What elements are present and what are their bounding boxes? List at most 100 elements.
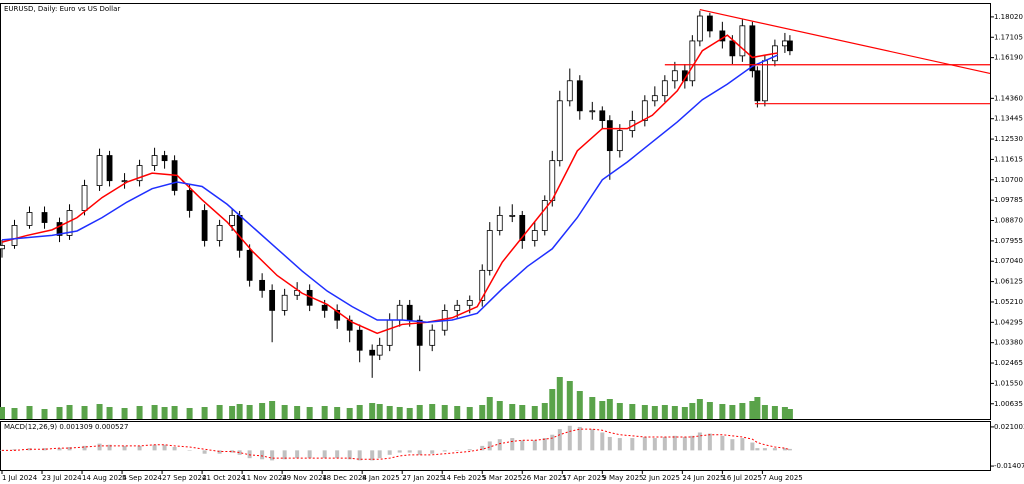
macd-bar xyxy=(542,438,547,451)
y-tick-label: 1.07955 xyxy=(994,237,1023,245)
volume-bar xyxy=(386,406,393,419)
moving-average xyxy=(1,34,778,335)
macd-bar xyxy=(617,438,622,451)
candle-body xyxy=(749,25,756,72)
x-tick-label: 26 Mar 2025 xyxy=(522,474,566,482)
macd-bar xyxy=(520,440,525,451)
drawn-line xyxy=(699,8,991,75)
y-tick-label: 1.02465 xyxy=(994,359,1023,367)
y-tick-label: 1.17105 xyxy=(994,33,1023,41)
volume-bar xyxy=(606,399,613,419)
volume-bar xyxy=(306,407,313,419)
volume-bar xyxy=(786,409,793,419)
volume-bar xyxy=(466,407,473,419)
volume-bar xyxy=(706,402,713,419)
macd-bar xyxy=(202,450,207,454)
candle-body xyxy=(96,155,103,186)
volume-bar xyxy=(739,403,746,419)
macd-bar xyxy=(162,444,167,451)
volume-bar xyxy=(661,405,668,419)
volume-bar xyxy=(0,407,5,419)
volume-bar xyxy=(151,405,158,419)
macd-bar xyxy=(782,448,787,451)
volume-bar xyxy=(761,405,768,419)
candle-body xyxy=(496,214,503,231)
macd-bar xyxy=(107,444,112,451)
macd-bar xyxy=(172,447,177,451)
volume-bar xyxy=(216,405,223,419)
macd-bar xyxy=(377,450,382,459)
macd-bar xyxy=(42,448,47,451)
volume-bar xyxy=(346,408,353,419)
candle-body xyxy=(661,80,668,97)
volume-bar xyxy=(589,397,596,419)
volume-bar xyxy=(519,405,526,419)
x-tick-label: 7 Aug 2025 xyxy=(762,474,802,482)
y-tick-label: 1.09785 xyxy=(994,196,1023,204)
x-tick-label: 18 Dec 2024 xyxy=(322,474,367,482)
macd-panel xyxy=(0,421,991,471)
macd-title: MACD(12,26,9) 0.001309 0.000527 xyxy=(4,423,128,431)
candle-body xyxy=(566,80,573,102)
candle-body xyxy=(519,214,526,241)
candle-body xyxy=(606,120,613,152)
volume-bar xyxy=(369,403,376,419)
macd-bar xyxy=(387,450,392,455)
candle-body xyxy=(376,344,383,356)
macd-bar xyxy=(237,450,242,455)
y-tick-label: 1.18020 xyxy=(994,13,1023,21)
candle-body xyxy=(11,225,18,246)
volume-bar xyxy=(26,406,33,419)
candle-body xyxy=(761,60,768,102)
candle-body xyxy=(321,304,328,311)
candle-body xyxy=(541,200,548,231)
x-tick-label: 14 Feb 2025 xyxy=(442,474,486,482)
y-tick-label: 1.10700 xyxy=(994,176,1023,184)
candle-body xyxy=(56,222,63,236)
x-tick-label: 9 May 2025 xyxy=(602,474,643,482)
volume-bar xyxy=(66,405,73,419)
macd-bar xyxy=(417,450,422,455)
candle-body xyxy=(641,100,648,122)
y-tick-label: 1.07040 xyxy=(994,257,1023,265)
candle-body xyxy=(406,304,413,321)
candle-body xyxy=(334,310,341,321)
y-tick-label: 1.04295 xyxy=(994,318,1023,326)
volume-bar xyxy=(229,406,236,419)
candle-body xyxy=(136,165,143,182)
macd-bar xyxy=(772,448,777,451)
macd-tick-label: -0.014073 xyxy=(994,462,1024,470)
volume-bar xyxy=(416,405,423,419)
macd-bar xyxy=(787,448,792,451)
volume-bar xyxy=(334,407,341,419)
macd-bar xyxy=(442,450,447,452)
volume-bar xyxy=(641,405,648,419)
macd-bar xyxy=(187,450,192,451)
macd-bar xyxy=(247,450,252,459)
volume-bar xyxy=(136,406,143,419)
macd-tick-label: 0.021003 xyxy=(994,423,1024,431)
macd-bar xyxy=(295,450,300,459)
volume-bar xyxy=(729,405,736,419)
volume-bar xyxy=(689,403,696,419)
volume-bar xyxy=(629,404,636,419)
macd-bar xyxy=(707,433,712,451)
y-tick-label: 1.00635 xyxy=(994,400,1023,408)
volume-bar xyxy=(356,405,363,419)
macd-bar xyxy=(630,438,635,451)
candle-body xyxy=(599,110,606,122)
x-tick-label: 17 Apr 2025 xyxy=(562,474,605,482)
moving-average xyxy=(1,54,778,323)
candle-body xyxy=(786,40,793,52)
volume-bar xyxy=(396,407,403,419)
volume-bar xyxy=(11,408,18,419)
macd-bar xyxy=(577,426,582,451)
volume-bar xyxy=(541,403,548,419)
candle-body xyxy=(576,80,583,112)
volume-bar xyxy=(171,406,178,419)
macd-signal xyxy=(2,428,791,460)
macd-bar xyxy=(407,450,412,453)
y-tick-label: 1.16190 xyxy=(994,54,1023,62)
volume-bar xyxy=(441,405,448,419)
volume-bar xyxy=(259,403,266,419)
